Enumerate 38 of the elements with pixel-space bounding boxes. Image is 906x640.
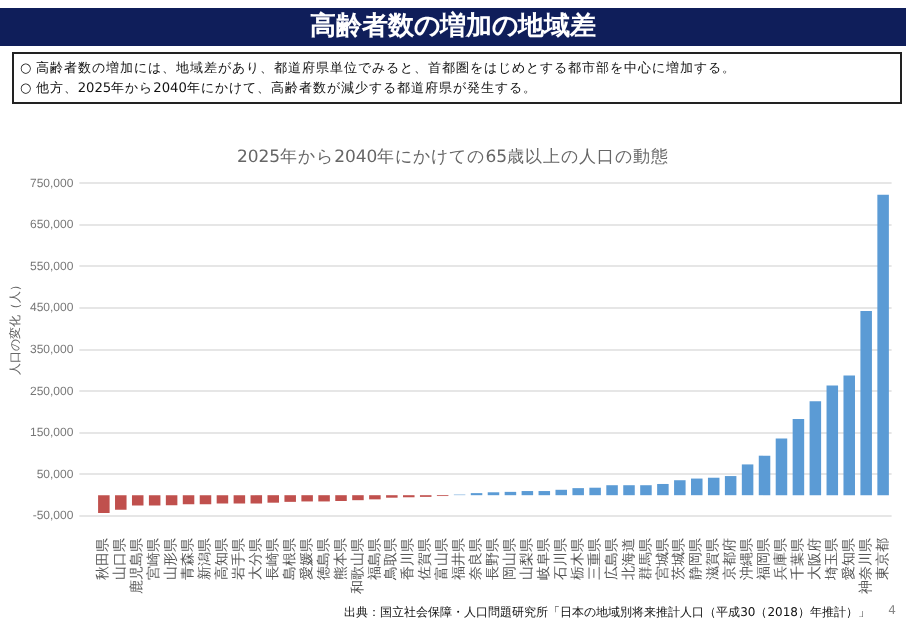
bar: [199, 495, 212, 505]
chart-title: 高齢者数の増加の地域差: [0, 8, 906, 46]
bar: [758, 455, 771, 496]
bar: [792, 419, 805, 496]
bar: [775, 438, 788, 496]
bar: [606, 485, 618, 496]
bar: [165, 495, 178, 506]
bar: [707, 477, 720, 496]
bar: [233, 495, 246, 504]
bar: [301, 495, 313, 502]
bar: [826, 385, 839, 496]
bar: [250, 495, 263, 504]
bar: [115, 495, 127, 510]
bar: [589, 487, 601, 496]
bar: [131, 495, 144, 506]
bar: [352, 495, 364, 501]
bar: [148, 495, 161, 506]
bar: [182, 495, 195, 505]
bar: [623, 485, 635, 496]
bar: [843, 375, 855, 496]
bar: [98, 495, 110, 514]
bar: [640, 485, 652, 496]
bar: [877, 194, 889, 496]
bar: [691, 478, 703, 496]
bar: [724, 476, 737, 496]
bar: [674, 480, 686, 496]
chart-subtitle: 2025年から2040年にかけての65歳以上の人口の動態: [234, 146, 672, 170]
bar: [267, 495, 280, 503]
bar: [809, 401, 822, 496]
bar: [572, 488, 584, 496]
bar: [860, 310, 872, 496]
bar: [318, 495, 330, 502]
bar: [657, 483, 669, 496]
bar: [555, 489, 567, 496]
bar: [335, 495, 347, 502]
bar: [741, 464, 754, 496]
bar: [284, 495, 296, 502]
bar: [216, 495, 229, 504]
